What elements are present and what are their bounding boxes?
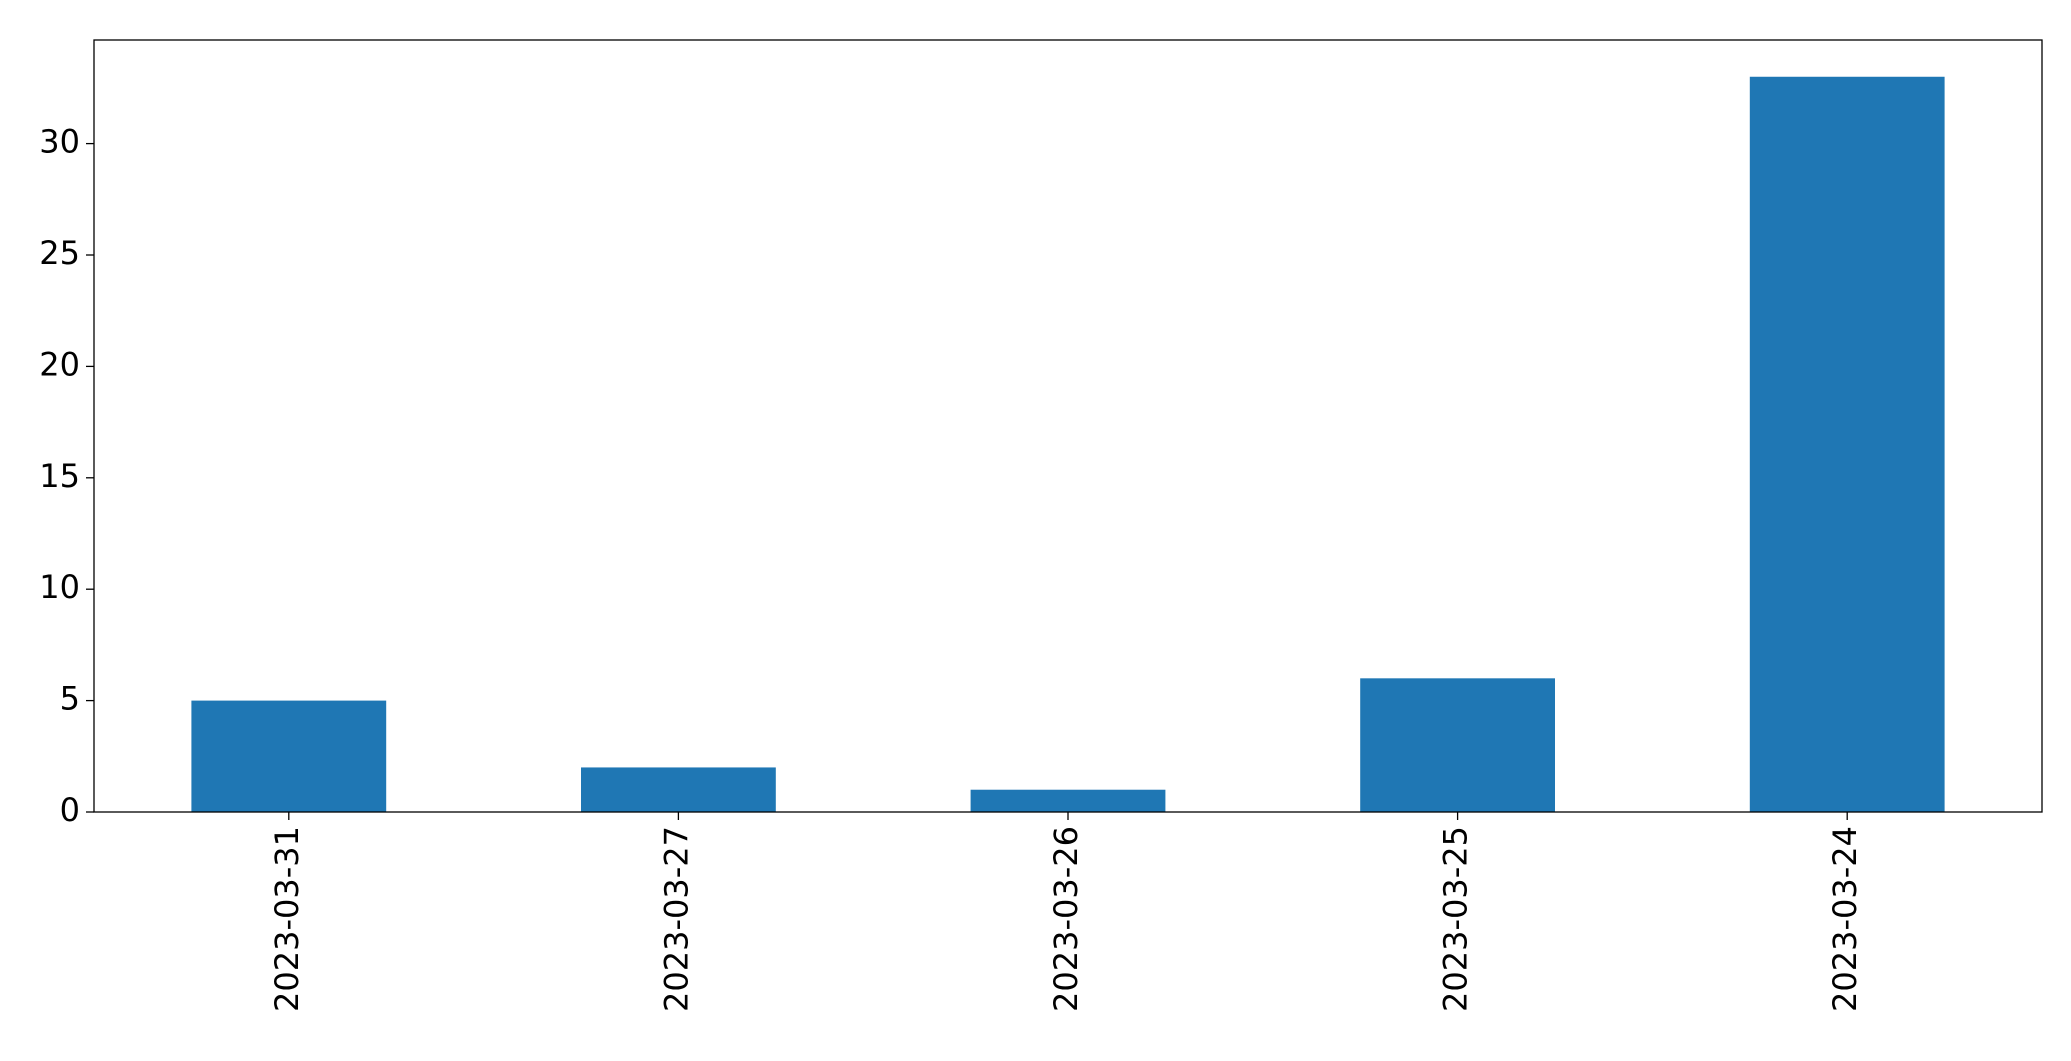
x-tick-label: 2023-03-26: [1047, 826, 1085, 1012]
x-tick-label: 2023-03-24: [1826, 826, 1864, 1012]
bar: [581, 767, 776, 812]
x-tick-label: 2023-03-25: [1437, 826, 1475, 1012]
y-tick-label: 15: [39, 457, 80, 495]
x-tick-label: 2023-03-31: [268, 826, 306, 1012]
y-tick-label: 25: [39, 234, 80, 272]
bar: [1749, 76, 1945, 812]
x-tick-label: 2023-03-27: [657, 826, 695, 1012]
y-tick-label: 0: [60, 791, 80, 829]
bar: [970, 789, 1166, 812]
y-tick-label: 20: [39, 345, 80, 383]
plot-frame: [93, 39, 2043, 813]
y-tick-label: 5: [60, 680, 80, 718]
y-tick-label: 30: [39, 123, 80, 161]
y-tick-label: 10: [39, 568, 80, 606]
bar: [1360, 678, 1555, 812]
bar: [191, 700, 387, 812]
